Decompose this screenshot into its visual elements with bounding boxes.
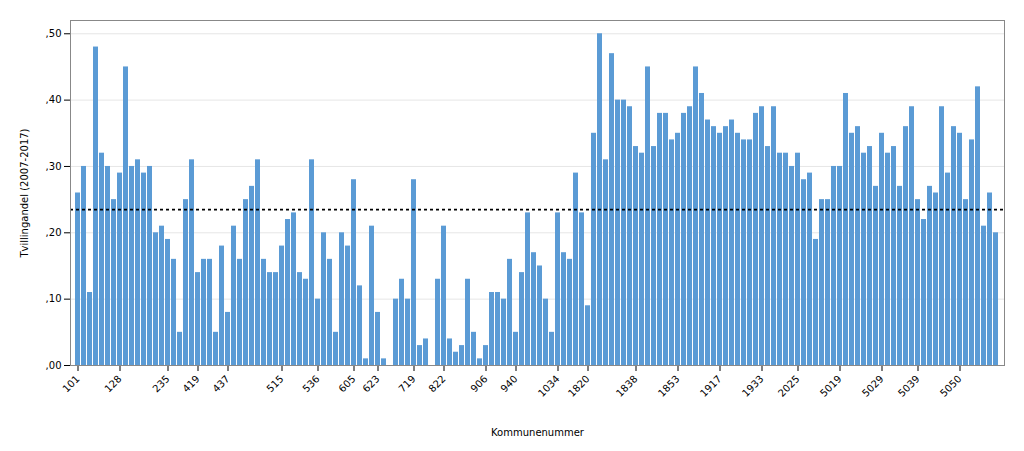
svg-text:1838: 1838 [614,373,640,399]
svg-text:623: 623 [360,373,381,394]
svg-text:,10: ,10 [46,293,62,304]
svg-text:906: 906 [468,373,489,394]
svg-text:,30: ,30 [46,161,62,172]
svg-text:,20: ,20 [46,227,62,238]
svg-text:235: 235 [150,373,171,394]
svg-text:128: 128 [102,373,123,394]
svg-text:1917: 1917 [698,373,724,399]
svg-text:,40: ,40 [46,94,62,105]
svg-text:940: 940 [498,373,519,394]
svg-text:,50: ,50 [46,28,62,39]
svg-text:536: 536 [300,373,321,394]
svg-text:1820: 1820 [566,373,592,399]
svg-text:5050: 5050 [938,373,964,399]
svg-text:515: 515 [264,373,285,394]
svg-text:5039: 5039 [896,373,922,399]
svg-text:1853: 1853 [656,373,682,399]
svg-text:Tvillingandel (2007-2017): Tvillingandel (2007-2017) [19,128,30,258]
svg-text:1933: 1933 [740,373,766,399]
svg-text:Kommunenummer: Kommunenummer [491,427,585,438]
svg-text:,00: ,00 [46,360,62,371]
svg-text:419: 419 [180,373,201,394]
svg-text:5019: 5019 [818,373,844,399]
svg-text:605: 605 [336,373,357,394]
svg-text:437: 437 [210,373,231,394]
svg-text:5029: 5029 [860,373,886,399]
svg-text:1034: 1034 [536,373,562,399]
svg-text:101: 101 [60,373,81,394]
svg-text:822: 822 [426,373,447,394]
svg-text:719: 719 [396,373,417,394]
svg-text:2025: 2025 [776,373,802,399]
